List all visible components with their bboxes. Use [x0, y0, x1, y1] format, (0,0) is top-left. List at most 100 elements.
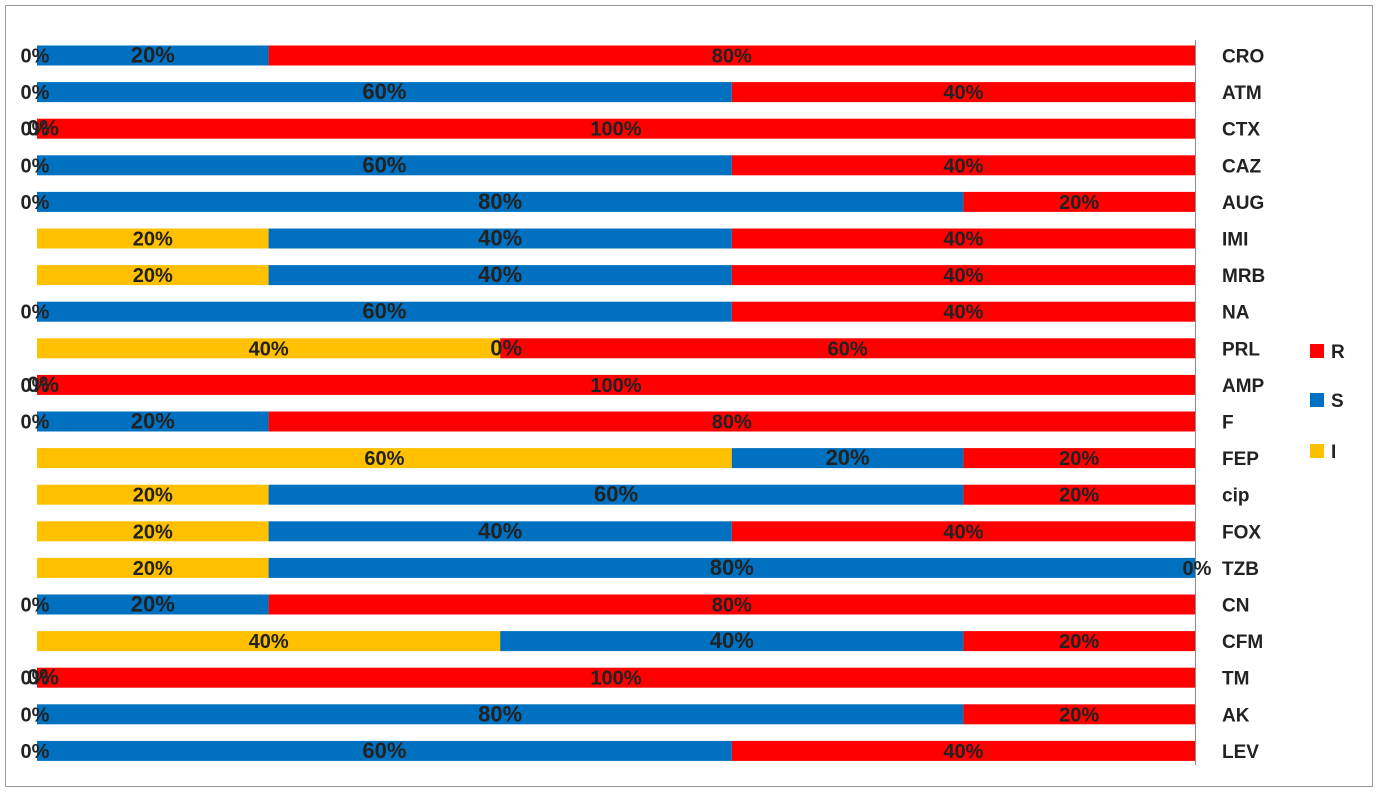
category-label-PRL: PRL	[1222, 339, 1260, 360]
bar-S-F	[37, 411, 269, 432]
data-label-S-PRL: 0%	[490, 335, 522, 360]
legend-swatch-I	[1310, 444, 1324, 458]
data-label-I-CN: 0%	[21, 595, 50, 617]
category-label-F: F	[1222, 413, 1234, 434]
bar-R-cip	[963, 484, 1195, 505]
bar-S-FOX	[268, 521, 732, 542]
bar-R-AMP	[37, 374, 1195, 395]
data-label-I-FEP: 60%	[364, 448, 404, 470]
data-label-R-CRO: 80%	[712, 46, 752, 68]
bar-I-TZB	[37, 557, 269, 578]
bar-S-AK	[37, 704, 964, 725]
data-label-I-PRL: 40%	[249, 338, 289, 360]
category-label-ATM: ATM	[1222, 83, 1262, 104]
bar-R-ATM	[731, 82, 1195, 103]
legend-swatch-S	[1310, 393, 1324, 407]
bar-S-NA	[37, 301, 732, 322]
category-label-CFM: CFM	[1222, 632, 1263, 653]
data-label-R-CN: 80%	[712, 595, 752, 617]
bar-R-F	[268, 411, 1196, 432]
data-label-R-AK: 20%	[1059, 704, 1099, 726]
category-label-AMP: AMP	[1222, 376, 1265, 397]
bar-R-NA	[731, 301, 1195, 322]
legend-label-S: S	[1331, 391, 1344, 412]
bar-S-cip	[268, 484, 964, 505]
bar-I-MRB	[37, 265, 269, 286]
data-label-S-CN: 20%	[131, 592, 175, 617]
bar-S-TZB	[268, 557, 1196, 578]
bar-I-FOX	[37, 521, 269, 542]
bar-S-CN	[37, 594, 269, 615]
data-label-R-FEP: 20%	[1059, 448, 1099, 470]
bar-S-CFM	[500, 631, 964, 652]
legend-label-I: I	[1331, 442, 1336, 463]
bar-I-PRL	[37, 338, 501, 359]
data-label-I-F: 0%	[21, 412, 50, 434]
bar-R-TM	[37, 667, 1195, 688]
data-label-R-FOX: 40%	[943, 521, 983, 543]
bar-I-FEP	[37, 448, 732, 469]
bar-R-LEV	[731, 740, 1195, 761]
bar-S-CAZ	[37, 155, 732, 176]
data-label-S-CAZ: 60%	[362, 152, 406, 177]
bar-S-MRB	[268, 265, 732, 286]
data-label-S-NA: 60%	[362, 299, 406, 324]
data-label-I-AUG: 0%	[21, 192, 50, 214]
category-label-TZB: TZB	[1222, 559, 1259, 580]
category-label-FOX: FOX	[1222, 522, 1261, 543]
data-label-R-CFM: 20%	[1059, 631, 1099, 653]
bar-S-CRO	[37, 45, 269, 66]
data-label-I-AMP: 0%	[21, 375, 50, 397]
data-label-R-PRL: 60%	[828, 338, 868, 360]
data-label-R-cip: 20%	[1059, 485, 1099, 507]
bar-R-AUG	[963, 191, 1195, 212]
data-label-S-ATM: 60%	[362, 79, 406, 104]
data-label-R-NA: 40%	[943, 302, 983, 324]
data-label-S-AUG: 80%	[478, 189, 522, 214]
data-label-I-CFM: 40%	[249, 631, 289, 653]
data-label-S-FOX: 40%	[478, 518, 522, 543]
data-label-R-TM: 100%	[590, 668, 641, 690]
data-label-S-CTX: 0%	[27, 116, 59, 141]
data-label-I-cip: 20%	[133, 485, 173, 507]
bar-S-ATM	[37, 82, 732, 103]
bar-I-CFM	[37, 631, 501, 652]
data-label-I-FOX: 20%	[133, 521, 173, 543]
data-label-S-TZB: 80%	[710, 555, 754, 580]
bar-S-LEV	[37, 740, 732, 761]
data-label-R-ATM: 40%	[943, 82, 983, 104]
bar-R-IMI	[731, 228, 1195, 249]
data-label-R-MRB: 40%	[943, 265, 983, 287]
data-label-S-MRB: 40%	[478, 262, 522, 287]
data-label-I-IMI: 20%	[133, 229, 173, 251]
data-label-R-IMI: 40%	[943, 229, 983, 251]
bar-R-FEP	[963, 448, 1195, 469]
data-label-S-F: 20%	[131, 409, 175, 434]
bar-R-CAZ	[731, 155, 1195, 176]
data-label-S-TM: 0%	[27, 665, 59, 690]
data-label-I-TM: 0%	[21, 668, 50, 690]
category-label-cip: cip	[1222, 486, 1249, 507]
data-label-I-AK: 0%	[21, 704, 50, 726]
category-label-CN: CN	[1222, 596, 1249, 617]
bar-I-IMI	[37, 228, 269, 249]
category-label-CAZ: CAZ	[1222, 156, 1261, 177]
data-label-R-F: 80%	[712, 412, 752, 434]
category-label-FEP: FEP	[1222, 449, 1259, 470]
data-label-S-AK: 80%	[478, 701, 522, 726]
bar-R-PRL	[500, 338, 1195, 359]
data-label-I-CAZ: 0%	[21, 155, 50, 177]
data-label-I-CTX: 0%	[21, 119, 50, 141]
data-label-R-TZB: 0%	[1183, 558, 1212, 580]
category-label-IMI: IMI	[1222, 230, 1248, 251]
bar-R-CFM	[963, 631, 1195, 652]
category-label-LEV: LEV	[1222, 742, 1259, 763]
bar-R-AK	[963, 704, 1195, 725]
category-label-MRB: MRB	[1222, 266, 1265, 287]
data-label-R-LEV: 40%	[943, 741, 983, 763]
data-label-S-FEP: 20%	[826, 445, 870, 470]
data-label-S-LEV: 60%	[362, 738, 406, 763]
data-label-R-AMP: 100%	[590, 375, 641, 397]
bar-R-FOX	[731, 521, 1195, 542]
